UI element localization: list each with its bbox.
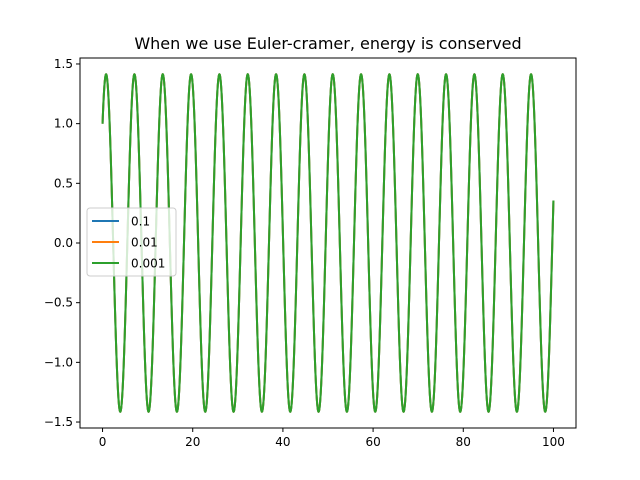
y-tick-label: 0.5 <box>54 176 73 190</box>
legend: 0.1 0.01 0.001 <box>86 207 177 277</box>
legend-box <box>86 207 177 277</box>
y-tick-label: 0.0 <box>54 236 73 250</box>
y-axis: −1.5 −1.0 −0.5 0.0 0.5 1.0 1.5 <box>44 57 80 429</box>
x-tick-label: 100 <box>542 435 565 449</box>
legend-label: 0.001 <box>131 257 165 271</box>
x-tick-label: 80 <box>456 435 471 449</box>
y-tick-label: −0.5 <box>44 296 73 310</box>
series-lines <box>101 73 555 413</box>
y-tick-label: −1.5 <box>44 415 73 429</box>
series-line-2 <box>101 73 555 413</box>
y-tick-label: 1.0 <box>54 117 73 131</box>
y-tick-label: −1.0 <box>44 355 73 369</box>
x-tick-label: 0 <box>99 435 107 449</box>
x-tick-label: 60 <box>365 435 380 449</box>
chart-title: When we use Euler-cramer, energy is cons… <box>134 34 521 53</box>
x-tick-label: 40 <box>275 435 290 449</box>
x-axis: 0 20 40 60 80 100 <box>99 428 565 449</box>
legend-label: 0.1 <box>131 215 150 229</box>
x-tick-label: 20 <box>185 435 200 449</box>
legend-label: 0.01 <box>131 236 158 250</box>
y-tick-label: 1.5 <box>54 57 73 71</box>
